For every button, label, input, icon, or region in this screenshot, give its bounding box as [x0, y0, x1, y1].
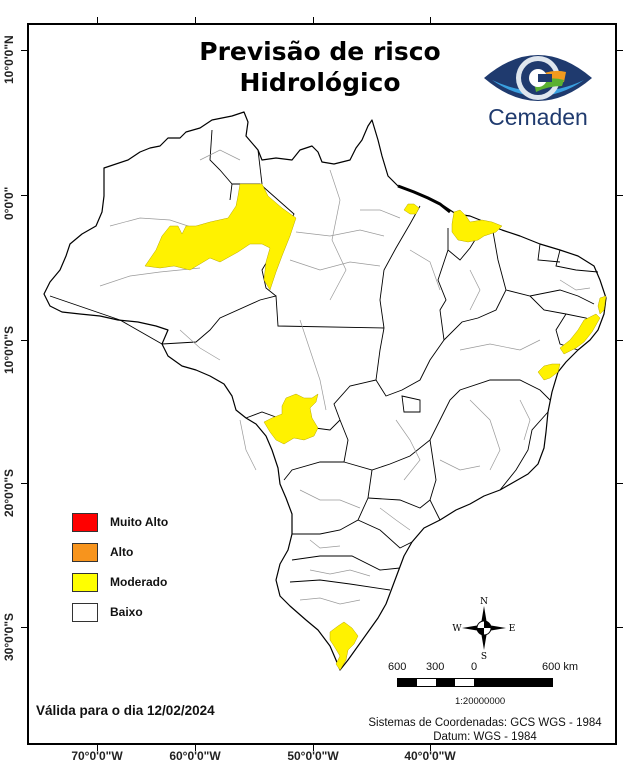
risk-region-mato-grosso: [263, 393, 319, 445]
tick-right-20s: [616, 483, 623, 484]
coordinate-system: Sistemas de Coordenadas: GCS WGS - 1984: [368, 717, 602, 729]
scale-label-0: 0: [471, 661, 478, 673]
map-title: Previsão de risco Hidrológico: [160, 36, 480, 98]
tick-left-30s: [21, 627, 28, 628]
risk-region-pb-coast: [597, 295, 607, 315]
scale-ratio: 1:20000000: [455, 696, 506, 707]
region-borders: [99, 149, 591, 605]
tick-top-40w: [430, 17, 431, 24]
tick-bottom-40w: [430, 744, 431, 751]
amazon-mouth-coast: [397, 184, 451, 214]
risk-region-maranhao: [451, 209, 503, 243]
legend-swatch-red: [72, 512, 98, 532]
scale-label-600-km: 600 km: [542, 661, 579, 673]
risk-region-pe-al-coast: [559, 313, 601, 355]
lon-label-50w: 50°0'0"W: [287, 749, 339, 763]
tick-left-10s: [21, 340, 28, 341]
tick-left-0: [21, 195, 28, 196]
tick-right-0: [616, 195, 623, 196]
legend-item-moderado: Moderado: [72, 567, 168, 597]
risk-region-amazonas: [144, 183, 297, 291]
legend-item-baixo: Baixo: [72, 597, 168, 627]
north-arrow-compass-icon: N S W E: [452, 597, 516, 660]
legend: Muito Alto Alto Moderado Baixo: [72, 507, 168, 627]
legend-label: Muito Alto: [110, 515, 169, 529]
tick-right-30s: [616, 627, 623, 628]
tick-bottom-70w: [97, 744, 98, 751]
tick-right-10n: [616, 50, 623, 51]
legend-item-alto: Alto: [72, 537, 168, 567]
tick-top-60w: [195, 17, 196, 24]
cemaden-logo-text: Cemaden: [488, 104, 588, 130]
legend-item-muito-alto: Muito Alto: [72, 507, 168, 537]
legend-label: Moderado: [110, 575, 168, 589]
lon-label-40w: 40°0'0"W: [404, 749, 456, 763]
moderate-risk-regions: [144, 183, 607, 671]
risk-region-ba-coast: [537, 363, 561, 381]
tick-bottom-50w: [313, 744, 314, 751]
legend-swatch-yellow: [72, 572, 98, 592]
compass-s: S: [481, 652, 487, 660]
state-borders: [49, 129, 599, 591]
legend-swatch-orange: [72, 542, 98, 562]
tick-bottom-60w: [195, 744, 196, 751]
compass-n: N: [480, 597, 488, 607]
datum: Datum: WGS - 1984: [433, 731, 537, 743]
risk-region-rio-grande-do-sul: [329, 621, 359, 671]
title-line-2: Hidrológico: [239, 68, 401, 97]
legend-label: Alto: [110, 545, 134, 559]
validity-date: Válida para o dia 12/02/2024: [36, 703, 215, 718]
scale-label-600-left: 600: [388, 661, 407, 673]
title-line-1: Previsão de risco: [199, 37, 441, 66]
compass-w: W: [452, 624, 462, 634]
coordinate-system-info: Sistemas de Coordenadas: GCS WGS - 1984 …: [354, 716, 616, 744]
tick-left-20s: [21, 483, 28, 484]
tick-top-70w: [97, 17, 98, 24]
legend-label: Baixo: [110, 605, 143, 619]
cemaden-eye-logo-icon: [484, 55, 592, 101]
lon-label-60w: 60°0'0"W: [169, 749, 221, 763]
scale-label-300: 300: [426, 661, 445, 673]
compass-e: E: [509, 624, 516, 634]
tick-right-10s: [616, 340, 623, 341]
lon-label-70w: 70°0'0"W: [71, 749, 123, 763]
tick-left-10n: [21, 50, 28, 51]
legend-swatch-white: [72, 602, 98, 622]
scale-bar: [397, 678, 553, 687]
tick-top-50w: [313, 17, 314, 24]
risk-region-para: [403, 203, 420, 215]
